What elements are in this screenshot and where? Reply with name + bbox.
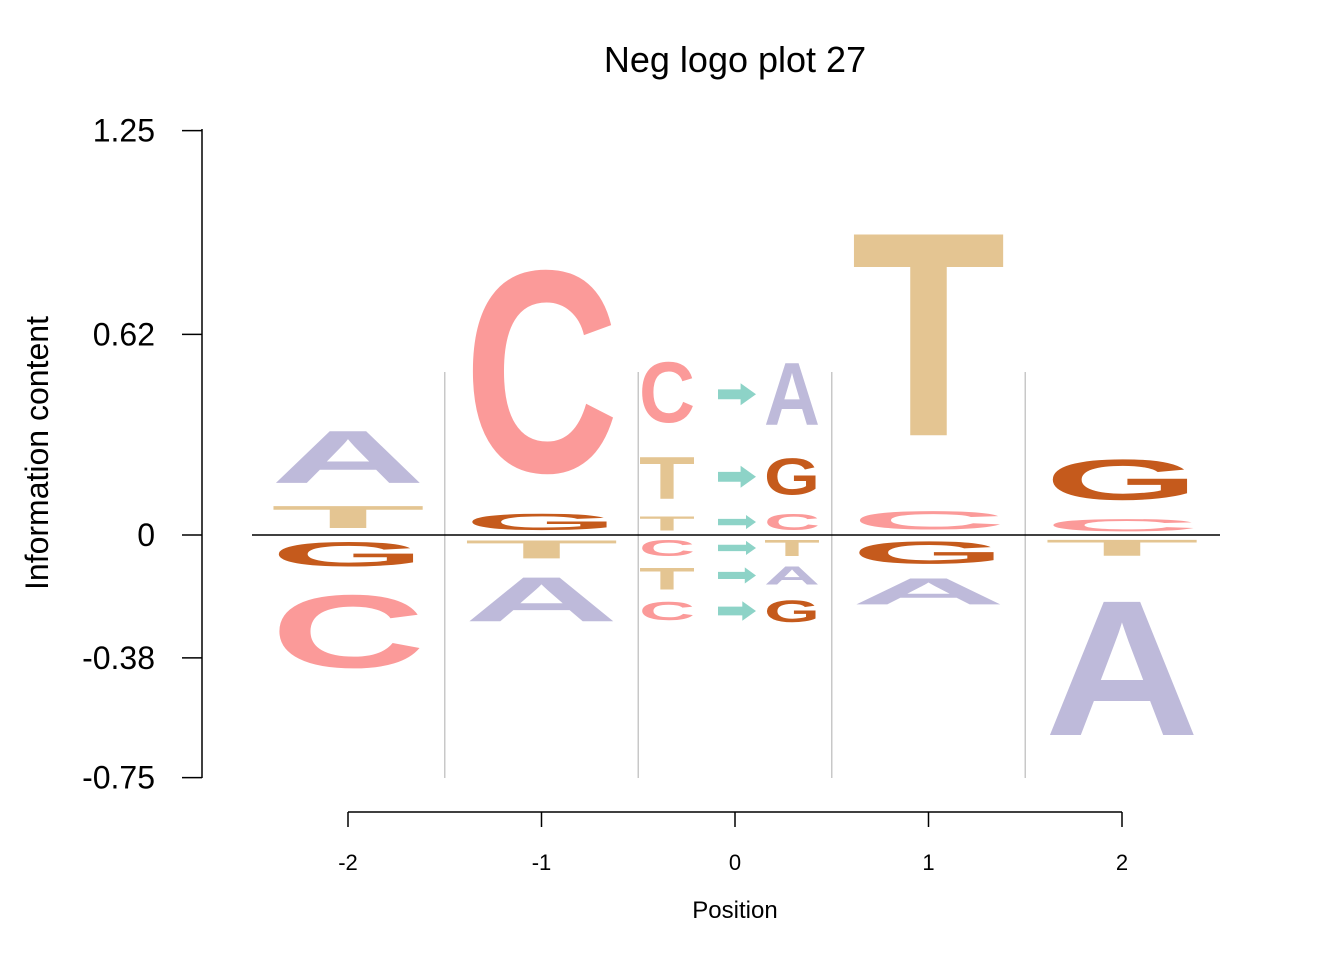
logo-letter-C: C: [851, 506, 1006, 535]
substitution-arrow: [718, 601, 756, 621]
y-tick-label: 0: [137, 517, 155, 553]
substitution-arrow: [718, 383, 756, 406]
substitution-arrow: [718, 567, 756, 584]
logo-letter-C: C: [639, 597, 695, 626]
logo-letter-G: G: [851, 535, 1006, 570]
logo-letter-T: T: [271, 500, 426, 535]
logo-letter-G: G: [271, 535, 426, 574]
x-tick-label: -1: [532, 850, 552, 875]
logo-letter-G: G: [764, 593, 820, 628]
x-axis: -2 -1 0 1 2: [338, 811, 1128, 875]
x-tick-label: -2: [338, 850, 358, 875]
logo-letter-T: T: [464, 535, 619, 564]
chart-title: Neg logo plot 27: [604, 39, 866, 80]
position-separators: [444, 372, 1026, 778]
logo-letter-A: A: [764, 343, 820, 443]
logo-letter-A: A: [271, 416, 426, 500]
logo-letter-T: T: [639, 561, 695, 597]
logo-letter-T: T: [764, 535, 820, 561]
logo-letter-T: T: [1045, 535, 1200, 561]
logo-letter-C: C: [764, 509, 820, 535]
logo-letter-T: T: [851, 172, 1006, 498]
logo-letter-C: C: [639, 345, 695, 441]
x-tick-label: 2: [1116, 850, 1128, 875]
y-tick-label: 0.62: [93, 316, 155, 352]
y-axis-label: Information content: [19, 316, 55, 590]
y-axis: 1.25 0.62 0 -0.38 -0.75: [82, 113, 203, 796]
logo-letter-T: T: [639, 445, 695, 512]
logo-letter-C: C: [464, 210, 619, 533]
logo-letter-A: A: [851, 570, 1006, 612]
substitution-arrow: [718, 514, 756, 530]
logo-letter-G: G: [764, 448, 820, 506]
y-tick-label: 1.25: [93, 113, 155, 149]
x-axis-label: Position: [692, 897, 777, 924]
substitution-arrow: [718, 465, 756, 488]
logo-letter-C: C: [1045, 516, 1200, 535]
y-tick-label: -0.75: [82, 760, 155, 796]
logo-letter-G: G: [464, 509, 619, 535]
logo-letter-C: C: [271, 573, 426, 690]
logo-letter-G: G: [1045, 448, 1200, 513]
substitution-arrow: [718, 540, 756, 556]
logo-letter-A: A: [464, 564, 619, 635]
x-tick-label: 0: [729, 850, 741, 875]
logo-letter-A: A: [1045, 561, 1200, 777]
x-tick-label: 1: [922, 850, 934, 875]
logo-letter-A: A: [764, 561, 820, 590]
logo-letter-T: T: [639, 513, 695, 536]
logo-letter-C: C: [639, 535, 695, 561]
y-tick-label: -0.38: [82, 640, 155, 676]
